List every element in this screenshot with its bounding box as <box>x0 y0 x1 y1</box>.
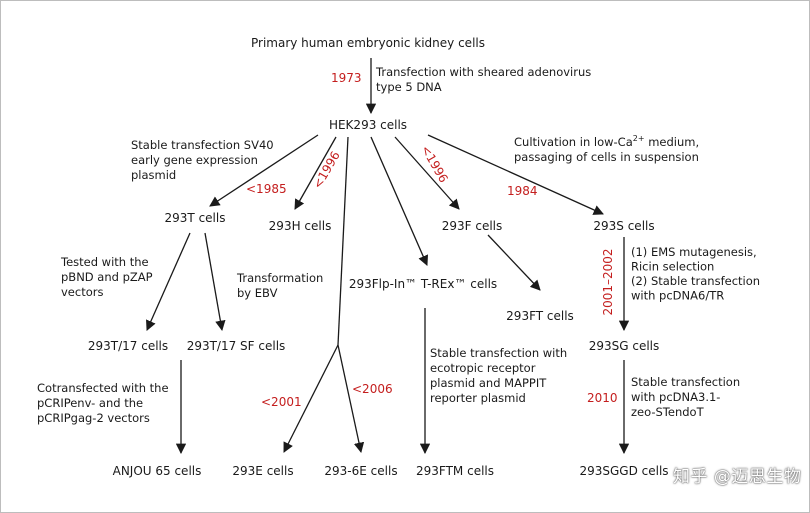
year-lt2006: <2006 <box>352 382 393 396</box>
year-lt1996-right: <1996 <box>418 143 450 185</box>
year-2010: 2010 <box>587 391 618 405</box>
note-lowca-line2: passaging of cells in suspension <box>514 150 699 164</box>
edge-hek293-293h <box>294 136 337 210</box>
year-2001-2002: 2001–2002 <box>601 248 615 315</box>
note-ems: (1) EMS mutagenesis, Ricin selection (2)… <box>631 245 764 303</box>
node-2936e: 293-6E cells <box>324 464 397 478</box>
note-sv40: Stable transfection SV40 early gene expr… <box>131 138 277 182</box>
note-adenovirus: Transfection with sheared adenovirus typ… <box>375 65 595 94</box>
edge-branch-2936e <box>337 344 365 454</box>
edges <box>146 58 630 455</box>
year-lt2001: <2001 <box>261 395 302 409</box>
note-cotransfected: Cotransfected with the pCRIPenv- and the… <box>37 381 172 425</box>
node-293sg: 293SG cells <box>589 339 660 353</box>
note-lowca-line1: Cultivation in low-Ca2+ medium, <box>514 134 699 149</box>
notes: Transfection with sheared adenovirus typ… <box>37 65 764 425</box>
edge-hek293-branch <box>337 136 349 346</box>
edge-hek293-293s <box>427 134 604 215</box>
edge-293t-293t17 <box>146 232 191 331</box>
edge-hek293-293f <box>394 136 460 210</box>
edge-hek293-293t <box>209 134 319 207</box>
year-1984: 1984 <box>507 184 538 198</box>
edge-branch-293e <box>283 344 339 453</box>
edge-293f-293ft <box>487 234 541 291</box>
note-stendo: Stable transfection with pcDNA3.1- zeo-S… <box>631 375 744 419</box>
node-293ft: 293FT cells <box>506 309 574 323</box>
node-293s: 293S cells <box>593 219 654 233</box>
watermark-text: 知乎 @迈思生物 <box>673 467 802 487</box>
node-293h: 293H cells <box>269 219 332 233</box>
edge-293t-293t17sf <box>204 232 226 332</box>
year-1973: 1973 <box>331 71 362 85</box>
node-293t: 293T cells <box>165 211 226 225</box>
node-293flp: 293Flp-In™ T-REx™ cells <box>349 277 497 291</box>
year-lt1985: <1985 <box>246 182 287 196</box>
node-293ftm: 293FTM cells <box>416 464 494 478</box>
node-hek293: HEK293 cells <box>329 118 407 132</box>
note-pbnd: Tested with the pBND and pZAP vectors <box>60 255 156 299</box>
edge-hek293-293flp <box>370 136 429 266</box>
node-293sgd: 293SGGD cells <box>579 464 668 478</box>
node-primary: Primary human embryonic kidney cells <box>251 36 485 50</box>
nodes: Primary human embryonic kidney cells HEK… <box>88 36 669 478</box>
node-293e: 293E cells <box>232 464 293 478</box>
node-293t17sf: 293T/17 SF cells <box>187 339 286 353</box>
node-293f: 293F cells <box>442 219 503 233</box>
node-anjou: ANJOU 65 cells <box>113 464 202 478</box>
node-293t17: 293T/17 cells <box>88 339 168 353</box>
note-ebv: Transformation by EBV <box>236 271 327 300</box>
note-mappit: Stable transfection with ecotropic recep… <box>430 346 571 405</box>
year-lt1996-left: <1996 <box>310 149 342 191</box>
